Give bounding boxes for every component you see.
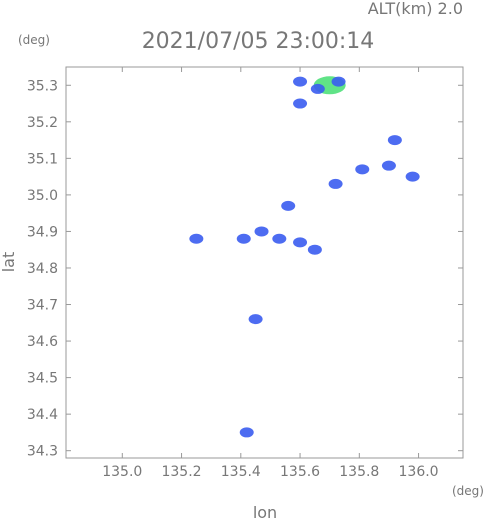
y-tick-label: 35.0 [27,188,58,204]
x-tick-label: 135.6 [280,464,320,480]
y-tick-label: 35.2 [27,115,58,131]
echo [272,233,287,244]
x-axis-label: lon [253,503,277,521]
echo [387,135,402,146]
plot-frame [65,66,464,459]
echo [281,200,296,211]
echo [248,314,263,325]
echo [254,226,269,237]
echo [310,83,325,94]
echo [307,244,322,255]
x-tick-label: 136.0 [399,464,439,480]
echo [293,98,308,109]
echo [381,160,396,171]
echo [189,233,204,244]
y-tick-label: 34.5 [27,371,58,387]
y-tick-label: 34.6 [27,334,58,350]
subtitle: ALT(km) 2.0 [368,0,463,18]
y-unit: (deg) [18,33,50,47]
echo [239,427,254,438]
y-tick-label: 34.7 [27,298,58,314]
echo [355,164,370,175]
y-tick-label: 34.3 [27,444,58,460]
echo [293,237,308,248]
y-tick-label: 34.9 [27,224,58,240]
chart-title: 2021/07/05 23:00:14 [142,29,375,54]
y-tick-label: 34.8 [27,261,58,277]
echo [328,178,343,189]
x-tick-label: 135.4 [221,464,261,480]
y-axis-label: lat [0,252,18,273]
echo [293,76,308,87]
y-tick-label: 35.1 [27,151,58,167]
x-tick-label: 135.0 [102,464,142,480]
echo [405,171,420,182]
y-tick-label: 34.4 [27,407,58,423]
echo [331,76,346,87]
y-tick-label: 35.3 [27,78,58,94]
x-tick-label: 135.2 [161,464,201,480]
x-unit: (deg) [452,484,484,498]
echo [236,233,251,244]
x-tick-label: 135.8 [339,464,379,480]
